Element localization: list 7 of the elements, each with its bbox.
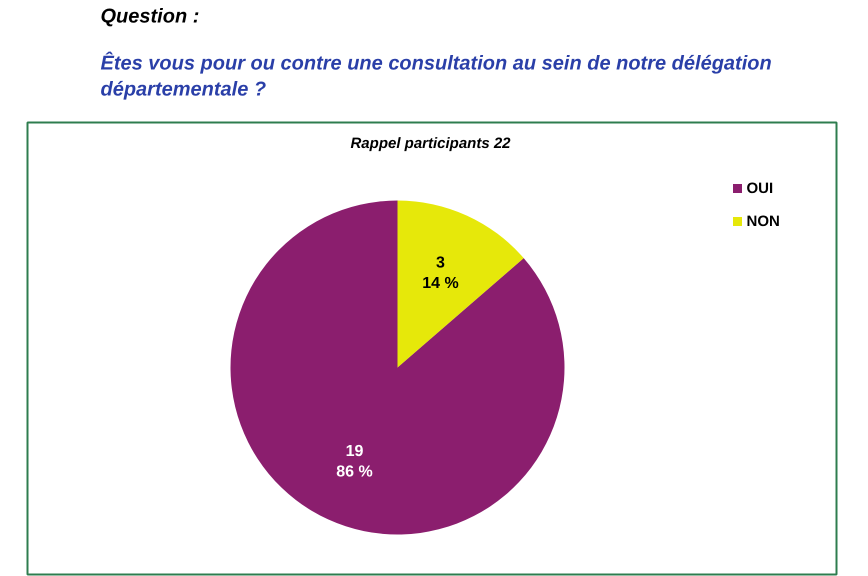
legend-label: NON xyxy=(746,213,780,230)
data-label: 3 14 % xyxy=(422,254,459,292)
legend-label: OUI xyxy=(746,180,774,197)
chart-title: Question : xyxy=(100,6,200,28)
chart-subtitle: Êtes vous pour ou contre une consultation au sein de notre délégation départementale ? xyxy=(100,52,772,100)
data-label: 19 86 % xyxy=(336,442,373,480)
text: Rappel participants 22 xyxy=(350,135,512,152)
